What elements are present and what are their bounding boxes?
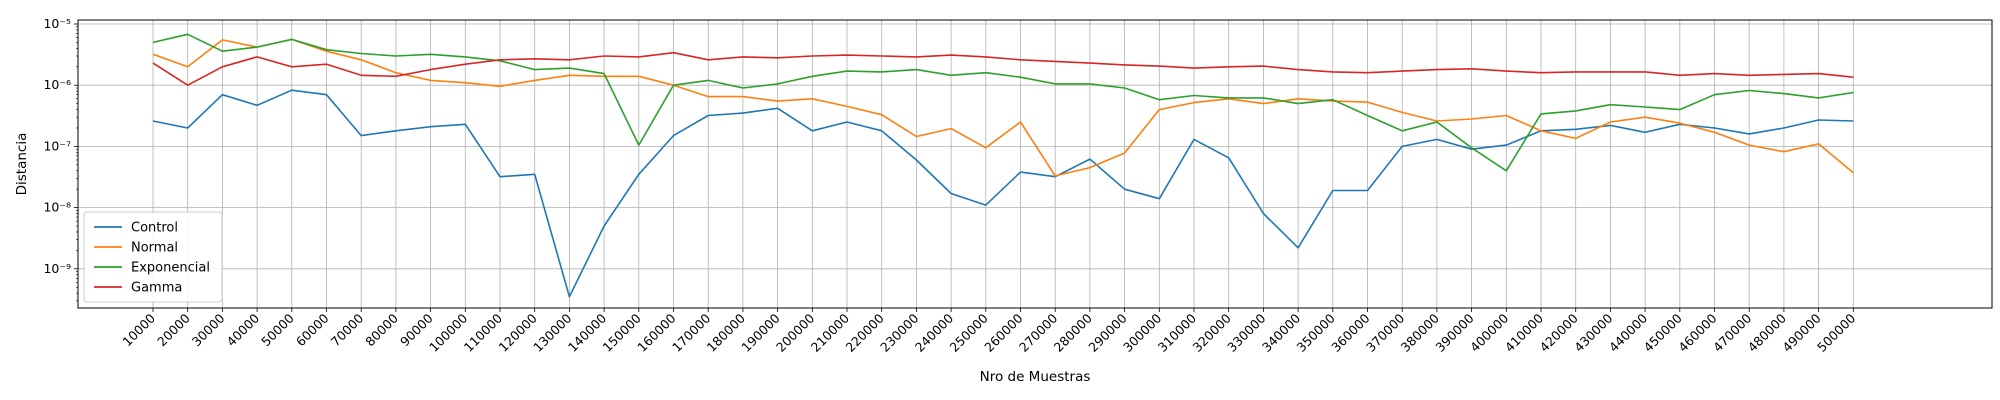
legend-label-exponencial: Exponencial [131, 261, 210, 276]
series-line-control [152, 89, 1854, 298]
plot-frame [77, 19, 1993, 309]
y-tick-label: 10⁻⁹ [43, 261, 71, 276]
series-line-gamma [152, 51, 1854, 86]
series-line-normal [152, 38, 1854, 177]
legend-label-normal: Normal [131, 241, 178, 256]
grid [78, 20, 1992, 308]
y-tick-label: 10⁻⁵ [43, 16, 71, 31]
y-tick-label: 10⁻⁷ [43, 138, 71, 153]
x-axis-label: Nro de Muestras [980, 369, 1091, 385]
legend-label-gamma: Gamma [131, 281, 182, 296]
series-lines [152, 33, 1854, 298]
legend-label-control: Control [131, 221, 178, 236]
y-axis-label: Distancia [14, 133, 30, 196]
y-tick-label: 10⁻⁸ [43, 200, 71, 215]
legend: Control Normal Exponencial Gamma [83, 211, 223, 303]
series-line-exponencial [152, 33, 1854, 172]
y-tick-label: 10⁻⁶ [43, 77, 71, 92]
y-axis: 10⁻⁹ 10⁻⁸ 10⁻⁷ 10⁻⁶ 10⁻⁵ [43, 16, 78, 302]
legend-box [83, 211, 223, 303]
